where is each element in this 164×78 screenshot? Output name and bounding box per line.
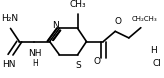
- Text: CH₂CH₃: CH₂CH₃: [131, 16, 157, 22]
- Text: N: N: [52, 21, 59, 30]
- Text: S: S: [76, 61, 81, 70]
- Text: Cl: Cl: [152, 59, 161, 68]
- Text: HN: HN: [2, 60, 16, 69]
- Text: O: O: [93, 57, 100, 66]
- Text: H₂N: H₂N: [1, 14, 18, 23]
- Text: H: H: [32, 59, 38, 68]
- Text: O: O: [114, 17, 121, 26]
- Text: CH₃: CH₃: [69, 0, 86, 9]
- Text: NH: NH: [29, 49, 42, 58]
- Text: H: H: [150, 46, 157, 55]
